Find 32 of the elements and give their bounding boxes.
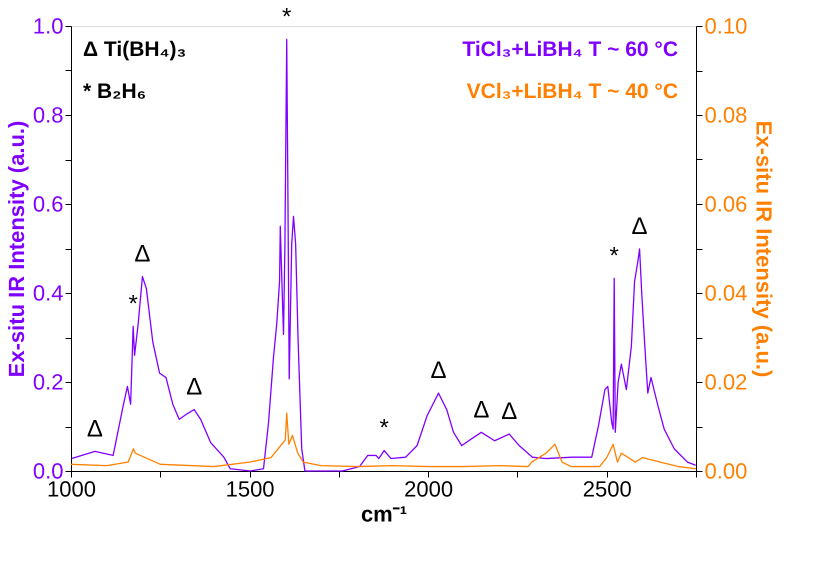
y2-tick-label: 0.06 [704,192,748,216]
annotation: Δ [632,212,648,240]
annotation: * B₂H₆ [83,80,146,103]
x-tick-label: 2000 [404,476,454,502]
annotation: Δ [501,398,518,426]
y-tick-label: 0.6 [32,192,64,216]
x-axis-title: cm⁻¹ [360,502,408,526]
y2-axis-title: Ex-situ IR Intensity (a.u.) [751,120,776,378]
y-axis-title: Ex-situ IR Intensity (a.u.) [4,120,29,378]
y2-tick-label: 0.00 [704,458,748,484]
annotation: Δ [430,357,447,384]
annotation: Δ [473,396,490,424]
annotation: * [610,242,619,270]
annotation: * [128,290,138,318]
y-tick-label: 1.0 [32,14,64,38]
annotation: * [380,414,389,442]
text: TiCl₃+LiBH₄ T ~ 60 °C [462,38,678,61]
y-tick-label: 0.2 [32,370,64,394]
annotation: Δ [134,240,150,268]
annotation: Δ Ti(BH₄)₃ [83,38,186,61]
annotation: Δ [186,374,202,401]
x-tick-label: 1500 [226,476,275,502]
y-tick-label: 0.8 [32,102,64,128]
annotation: * [282,3,292,30]
annotation: Δ [86,415,103,442]
text: VCl₃+LiBH₄ T ~ 40 °C [466,80,678,103]
y2-tick-label: 0.08 [704,102,748,128]
y2-tick-label: 0.04 [704,280,748,306]
y2-tick-label: 0.10 [704,14,748,38]
y2-tick-label: 0.02 [704,370,748,394]
x-tick-label: 2500 [582,476,632,502]
y-tick-label: 0.4 [32,280,64,306]
